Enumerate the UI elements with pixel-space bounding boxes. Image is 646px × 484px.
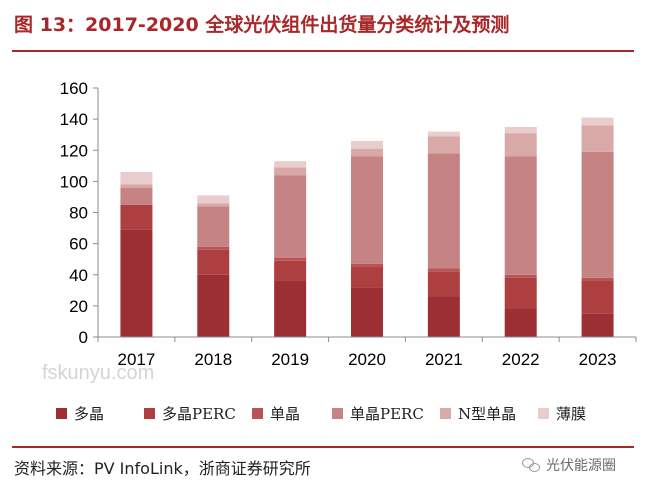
watermark: fskunyu.com <box>42 362 155 384</box>
y-tick-label: 20 <box>69 297 88 316</box>
legend-swatch <box>144 408 155 419</box>
bar-stacks <box>120 117 614 337</box>
bar-segment-4 <box>504 156 537 275</box>
bar-segment-4 <box>351 156 383 264</box>
x-tick-label: 2023 <box>579 350 617 369</box>
legend-swatch <box>440 408 451 419</box>
y-axis: 0 20 40 60 80 100 120 140 160 <box>60 79 99 347</box>
bar-segment-5 <box>351 148 383 157</box>
bar-segment-5 <box>274 167 307 176</box>
bar-segment-4 <box>427 153 460 269</box>
legend-label: N型单晶 <box>458 405 517 423</box>
y-tick-label: 160 <box>60 79 88 98</box>
bar-segment-5 <box>197 203 230 207</box>
brand-badge: 光伏能源圈 <box>522 455 616 475</box>
bar-segment-3 <box>351 263 383 267</box>
brand-name: 光伏能源圈 <box>546 458 616 474</box>
bar-segment-2 <box>351 266 383 288</box>
bar-segment-5 <box>581 125 614 152</box>
bar-segment-6 <box>351 140 383 149</box>
bar-segment-2 <box>581 280 614 314</box>
bar-segment-6 <box>274 161 307 168</box>
bar-stack-2017 <box>120 172 153 337</box>
bar-segment-2 <box>120 204 153 230</box>
x-axis: 2017 2018 2019 2020 2021 2022 2023 <box>97 336 637 369</box>
bar-stack-2022 <box>504 126 537 337</box>
legend-label: 薄膜 <box>556 405 587 423</box>
x-tick-label: 2018 <box>194 350 232 369</box>
x-tick-label: 2017 <box>118 350 156 369</box>
bar-segment-6 <box>504 126 537 134</box>
bar-segment-2 <box>274 260 307 281</box>
legend-swatch <box>332 408 343 419</box>
bar-stack-2019 <box>274 161 307 337</box>
bar-segment-4 <box>120 187 153 205</box>
legend-label: 多晶 <box>74 405 105 423</box>
bar-segment-5 <box>427 136 460 154</box>
legend-item: N型单晶 <box>440 403 516 424</box>
bar-stack-2020 <box>351 140 383 337</box>
bar-segment-3 <box>504 274 537 278</box>
y-tick-label: 120 <box>60 141 88 160</box>
legend-label: 单晶PERC <box>350 405 424 423</box>
y-tick-label: 0 <box>79 328 88 347</box>
bar-segment-4 <box>581 151 614 278</box>
bar-segment-5 <box>504 133 537 157</box>
bar-segment-3 <box>274 257 307 261</box>
bar-segment-4 <box>197 206 230 247</box>
bar-segment-3 <box>581 277 614 281</box>
bar-stack-2023 <box>581 117 614 337</box>
bar-segment-1 <box>581 313 614 337</box>
legend-item: 多晶PERC <box>144 403 236 424</box>
x-tick-label: 2022 <box>502 350 540 369</box>
source-note: 资料来源：PV InfoLink，浙商证券研究所 <box>14 459 311 478</box>
wechat-icon <box>522 457 540 473</box>
footer-divider <box>12 446 634 448</box>
legend-label: 单晶 <box>270 405 301 423</box>
legend-item: 多晶 <box>56 403 104 424</box>
bar-segment-2 <box>427 271 460 297</box>
chart-title: 图 13：2017-2020 全球光伏组件出货量分类统计及预测 <box>14 14 510 36</box>
bar-segment-1 <box>197 274 230 337</box>
bar-segment-6 <box>120 172 153 185</box>
bar-segment-1 <box>351 287 383 337</box>
bar-segment-3 <box>427 268 460 272</box>
legend-item: 单晶PERC <box>332 403 424 424</box>
bar-segment-1 <box>504 308 537 337</box>
y-tick-label: 100 <box>60 172 88 191</box>
bar-segment-4 <box>274 175 307 258</box>
legend-label: 多晶PERC <box>162 405 236 423</box>
bar-segment-1 <box>427 296 460 337</box>
legend-swatch <box>538 408 549 419</box>
legend-item: 单晶 <box>252 403 300 424</box>
bar-segment-2 <box>504 277 537 309</box>
y-tick-label: 40 <box>69 266 88 285</box>
bar-segment-6 <box>581 117 614 126</box>
y-tick-label: 60 <box>69 235 88 254</box>
y-tick-label: 80 <box>69 204 88 223</box>
title-divider <box>12 50 634 52</box>
bar-segment-5 <box>120 184 153 188</box>
legend-swatch <box>252 408 263 419</box>
legend-item: 薄膜 <box>538 403 586 424</box>
bar-segment-2 <box>197 249 230 275</box>
bar-segment-3 <box>197 246 230 250</box>
bar-stack-2018 <box>197 195 230 337</box>
chart-legend: 多晶 多晶PERC 单晶 单晶PERC N型单晶 薄膜 <box>56 403 646 429</box>
legend-swatch <box>56 408 67 419</box>
bar-segment-1 <box>120 229 153 337</box>
x-tick-label: 2019 <box>271 350 309 369</box>
bar-segment-6 <box>427 131 460 137</box>
bar-segment-6 <box>197 195 230 204</box>
x-tick-label: 2021 <box>425 350 463 369</box>
bar-segment-1 <box>274 280 307 337</box>
y-tick-label: 140 <box>60 110 88 129</box>
x-tick-label: 2020 <box>348 350 386 369</box>
bar-stack-2021 <box>427 131 460 337</box>
